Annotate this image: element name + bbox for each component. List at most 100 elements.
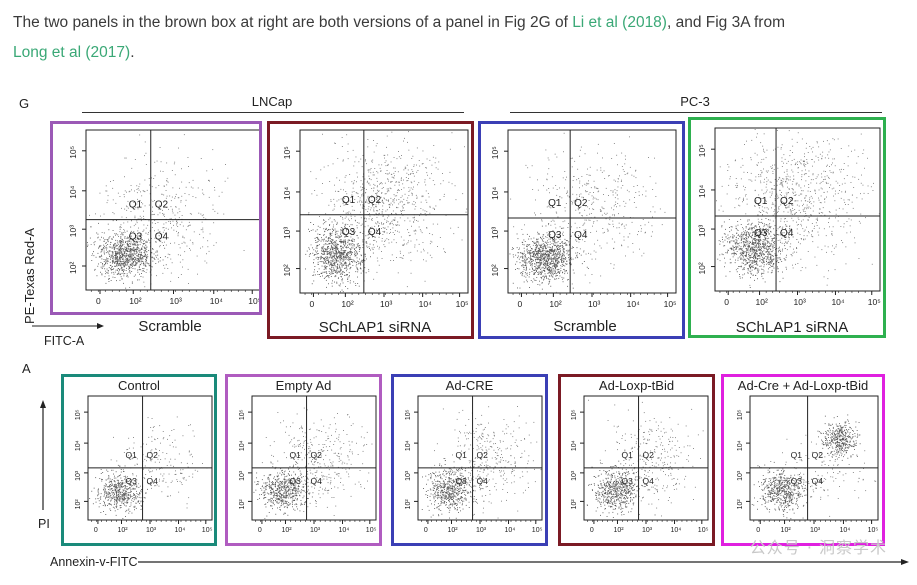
quadrant-label-q4: Q4 <box>477 476 489 486</box>
y-tick-label: 10² <box>697 262 707 274</box>
panel-frame-a4 <box>558 374 715 546</box>
x-tick-label: 10² <box>281 527 292 534</box>
quadrant-label-q1: Q1 <box>754 196 768 207</box>
x-tick-label: 10³ <box>170 296 182 306</box>
x-tick-label: 0 <box>96 296 101 306</box>
group-line-pc3 <box>510 112 882 113</box>
quadrant-label-q4: Q4 <box>368 227 382 238</box>
quadrant-label-q2: Q2 <box>147 450 159 460</box>
x-tick-label: 0 <box>517 299 522 309</box>
quadrant-label-q2: Q2 <box>311 450 323 460</box>
y-tick-label: 10⁴ <box>282 186 292 199</box>
y-tick-label: 10⁴ <box>68 185 78 198</box>
quadrant-label-q4: Q4 <box>643 476 655 486</box>
x-tick-label: 10³ <box>146 527 157 534</box>
quadrant-label-q1: Q1 <box>126 450 138 460</box>
y-tick-label: 10⁴ <box>239 440 246 451</box>
x-tick-label: 10⁵ <box>698 527 709 534</box>
quadrant-label-q1: Q1 <box>342 195 356 206</box>
x-tick-label: 10³ <box>588 299 600 309</box>
x-tick-label: 0 <box>756 527 760 534</box>
x-tick-label: 10³ <box>794 297 806 307</box>
x-tick-label: 10⁴ <box>419 299 432 309</box>
watermark: 公众号 · 洞察学术 <box>749 538 887 557</box>
x-tick-label: 10⁵ <box>664 299 677 309</box>
y-tick-label: 10³ <box>697 225 707 237</box>
x-tick-label: 0 <box>590 527 594 534</box>
y-tick-label: 10⁵ <box>239 409 246 420</box>
quadrant-label-q4: Q4 <box>155 232 169 243</box>
quadrant-label-q1: Q1 <box>622 450 634 460</box>
quadrant-label-q2: Q2 <box>574 198 588 209</box>
y-tick-label: 10⁵ <box>737 409 744 420</box>
x-tick-label: 10³ <box>476 527 487 534</box>
x-tick-label: 0 <box>424 527 428 534</box>
panel-frame-a5 <box>721 374 885 546</box>
y-tick-label: 10³ <box>571 470 578 481</box>
li-2018-link[interactable]: Li et al (2018) <box>572 14 667 31</box>
intro-text-middle: , and Fig 3A from <box>666 14 785 31</box>
panel-frame-a3 <box>391 374 548 546</box>
y-tick-label: 10² <box>571 499 578 510</box>
panel-frame-a2 <box>225 374 382 546</box>
y-tick-label: 10⁵ <box>75 409 82 420</box>
y-tick-label: 10² <box>239 499 246 510</box>
intro-text-after: . <box>130 44 135 61</box>
x-tick-label: 10⁵ <box>868 297 881 307</box>
x-tick-label: 0 <box>309 299 314 309</box>
x-tick-label: 10⁴ <box>339 527 350 534</box>
quadrant-label-q4: Q4 <box>147 476 159 486</box>
y-tick-label: 10² <box>68 262 78 274</box>
quadrant-label-q3: Q3 <box>791 476 803 486</box>
pi-axis-arrowhead <box>40 400 46 408</box>
quadrant-label-q4: Q4 <box>574 230 588 241</box>
caption-a2: Empty Ad <box>275 378 332 393</box>
fitc-axis-arrowhead <box>97 323 104 329</box>
x-tick-label: 0 <box>258 527 262 534</box>
x-tick-label: 10² <box>756 297 768 307</box>
quadrant-label-q4: Q4 <box>780 228 794 239</box>
panel-frame-g4 <box>688 117 886 338</box>
intro-paragraph: The two panels in the brown box at right… <box>13 8 908 68</box>
y-tick-label: 10³ <box>239 470 246 481</box>
x-axis-label-g: FITC-A <box>44 334 85 348</box>
panel-letter-g: G <box>19 96 30 111</box>
caption-g2: SChLAP1 siRNA <box>318 319 432 336</box>
x-axis-label-a: Annexin-v-FITC <box>50 555 138 569</box>
x-tick-label: 10² <box>129 296 141 306</box>
quadrant-label-q3: Q3 <box>548 230 562 241</box>
x-tick-label: 10⁵ <box>366 527 377 534</box>
y-axis-label-a: PI <box>38 517 50 531</box>
quadrant-label-q3: Q3 <box>126 476 138 486</box>
x-tick-label: 10² <box>341 299 353 309</box>
caption-a1: Control <box>118 378 160 393</box>
y-tick-label: 10⁴ <box>490 186 500 199</box>
y-tick-label: 10² <box>405 499 412 510</box>
quadrant-label-q3: Q3 <box>754 228 768 239</box>
caption-g4: SChLAP1 siRNA <box>735 319 849 336</box>
x-tick-label: 10⁵ <box>202 527 213 534</box>
y-tick-label: 10³ <box>68 225 78 237</box>
y-axis-label-g: PE-Texas Red-A <box>22 227 37 324</box>
y-tick-label: 10⁵ <box>697 144 707 157</box>
y-tick-label: 10⁵ <box>405 409 412 420</box>
y-tick-label: 10⁵ <box>571 409 578 420</box>
quadrant-label-q4: Q4 <box>812 476 824 486</box>
y-tick-label: 10⁴ <box>75 440 82 451</box>
quadrant-label-q2: Q2 <box>368 195 382 206</box>
group-label-pc3: PC-3 <box>680 94 710 109</box>
panel-frame-g3 <box>478 121 685 339</box>
group-label-lncap: LNCap <box>251 94 293 109</box>
x-tick-label: 10⁴ <box>505 527 516 534</box>
y-tick-label: 10⁴ <box>737 440 744 451</box>
y-tick-label: 10² <box>282 264 292 276</box>
x-tick-label: 10⁴ <box>839 527 850 534</box>
x-tick-label: 0 <box>94 527 98 534</box>
long-2017-link[interactable]: Long et al (2017) <box>13 44 131 61</box>
x-tick-label: 10⁴ <box>831 297 844 307</box>
y-tick-label: 10⁵ <box>68 146 78 159</box>
y-tick-label: 10² <box>737 499 744 510</box>
quadrant-label-q3: Q3 <box>456 476 468 486</box>
quadrant-label-q1: Q1 <box>548 198 562 209</box>
y-tick-label: 10⁵ <box>282 146 292 159</box>
